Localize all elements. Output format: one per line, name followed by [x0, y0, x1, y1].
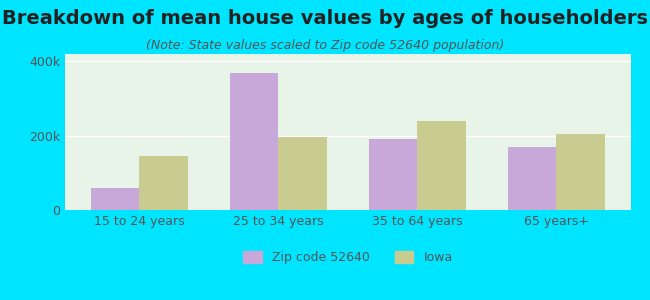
Bar [278, 137, 327, 210]
Bar [91, 188, 139, 210]
Bar [417, 121, 466, 210]
Legend: Zip code 52640, Iowa: Zip code 52640, Iowa [238, 246, 458, 269]
Bar [229, 73, 278, 210]
Text: Breakdown of mean house values by ages of householders: Breakdown of mean house values by ages o… [2, 9, 648, 28]
Bar [369, 140, 417, 210]
Text: (Note: State values scaled to Zip code 52640 population): (Note: State values scaled to Zip code 5… [146, 39, 504, 52]
Bar [508, 147, 556, 210]
Bar [139, 156, 188, 210]
Bar [556, 134, 604, 210]
